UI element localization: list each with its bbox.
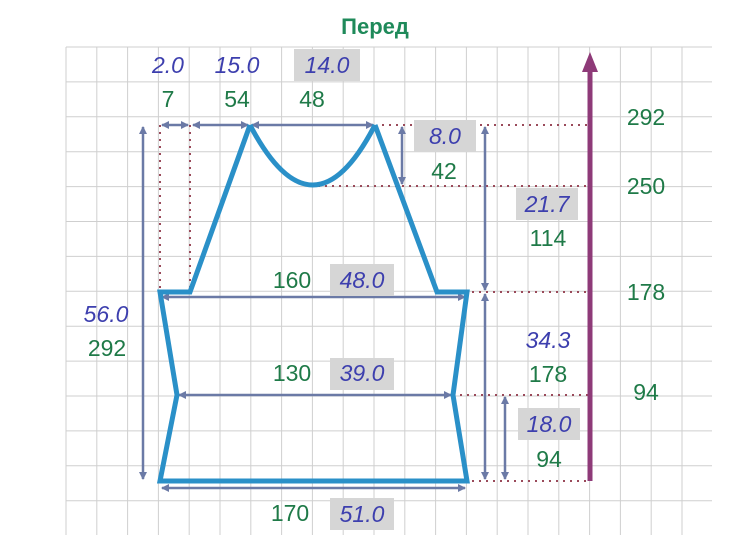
- bottom-stitches: 170: [271, 500, 309, 526]
- label-box-chest: [330, 264, 394, 296]
- diagram-title: Перед: [341, 14, 409, 39]
- hip-rows: 94: [536, 446, 562, 472]
- chest-cm: 48.0: [340, 267, 385, 293]
- label-box-waist: [330, 358, 394, 390]
- label-box-neck-depth: [414, 120, 476, 152]
- front-outline: [156, 124, 470, 484]
- neckline-curve: [247, 123, 378, 188]
- label-box-hip: [518, 408, 580, 440]
- row-marker-94: 94: [633, 379, 659, 405]
- neck-depth-rows: 42: [431, 158, 457, 184]
- label-box-armhole: [516, 188, 578, 220]
- waist-cm: 39.0: [340, 360, 385, 386]
- body-cm: 34.3: [526, 327, 571, 353]
- side-cm: 2.0: [151, 52, 184, 78]
- row-marker-250: 250: [627, 173, 665, 199]
- label-box-bottom: [330, 498, 394, 530]
- neck-depth-cm: 8.0: [429, 123, 461, 149]
- neck-stitches: 48: [299, 86, 325, 112]
- label-box-neck: [294, 49, 360, 81]
- dimension-arrows: [139, 121, 509, 492]
- hip-cm: 18.0: [527, 411, 572, 437]
- total-height-cm: 56.0: [84, 301, 129, 327]
- neck-cm: 14.0: [305, 52, 350, 78]
- total-height-rows: 292: [88, 335, 126, 361]
- shoulder-cm: 15.0: [215, 52, 260, 78]
- side-stitches: 7: [162, 86, 175, 112]
- body-rows: 178: [529, 361, 567, 387]
- armhole-cm: 21.7: [524, 191, 571, 217]
- armhole-rows: 114: [530, 225, 567, 251]
- shoulder-stitches: 54: [224, 86, 250, 112]
- waist-stitches: 130: [273, 360, 311, 386]
- bottom-cm: 51.0: [340, 501, 385, 527]
- row-marker-178: 178: [627, 279, 665, 305]
- chest-stitches: 160: [273, 267, 311, 293]
- row-marker-292: 292: [627, 104, 665, 130]
